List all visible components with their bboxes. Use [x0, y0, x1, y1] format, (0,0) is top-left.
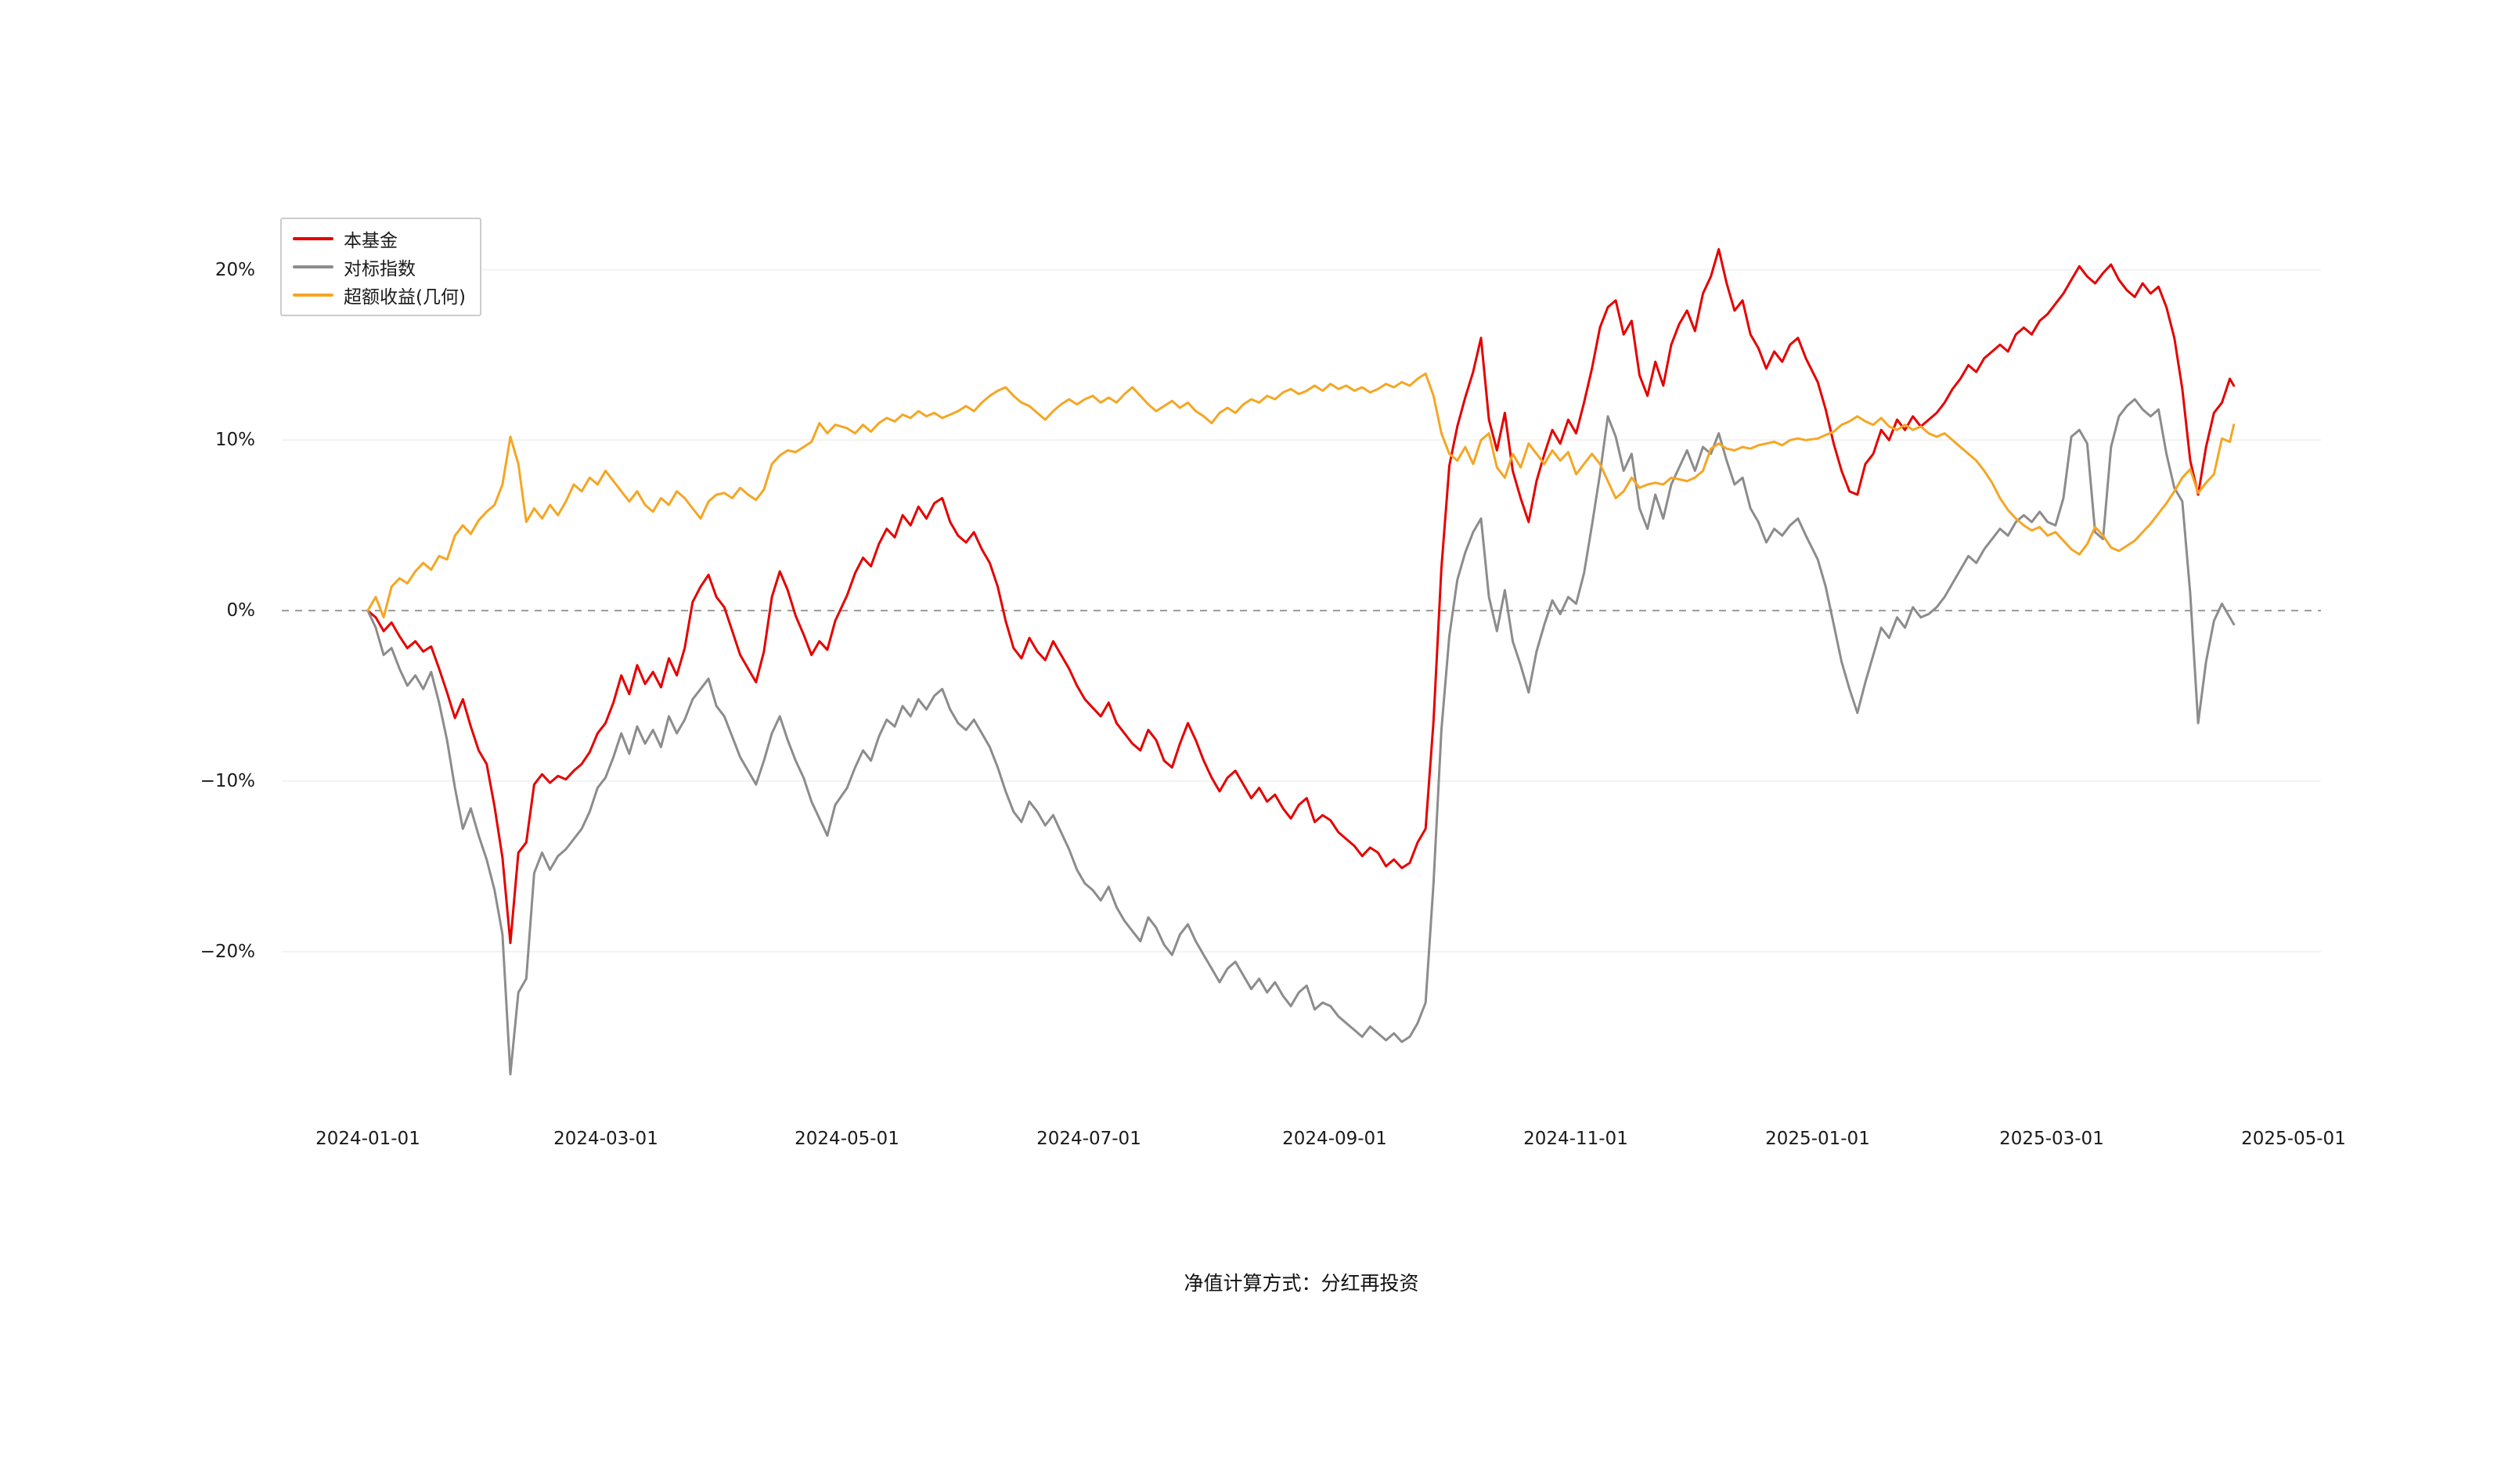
series-line-3 [366, 372, 2236, 619]
legend-item: 对标指数 [293, 254, 466, 280]
legend-label: 本基金 [344, 231, 398, 251]
chart-legend: 本基金对标指数超额收益(几何) [280, 218, 481, 316]
legend-item: 超额收益(几何) [293, 282, 466, 308]
legend-line-swatch [293, 294, 333, 297]
legend-line-swatch [293, 265, 333, 268]
legend-label: 对标指数 [344, 259, 416, 279]
series-line-2 [366, 398, 2236, 1075]
series-line-1 [366, 247, 2236, 945]
legend-label: 超额收益(几何) [344, 287, 466, 308]
legend-item: 本基金 [293, 225, 466, 252]
legend-line-swatch [293, 237, 333, 240]
nav-calc-method-caption: 净值计算方式：分红再投资 [1184, 1272, 1419, 1295]
